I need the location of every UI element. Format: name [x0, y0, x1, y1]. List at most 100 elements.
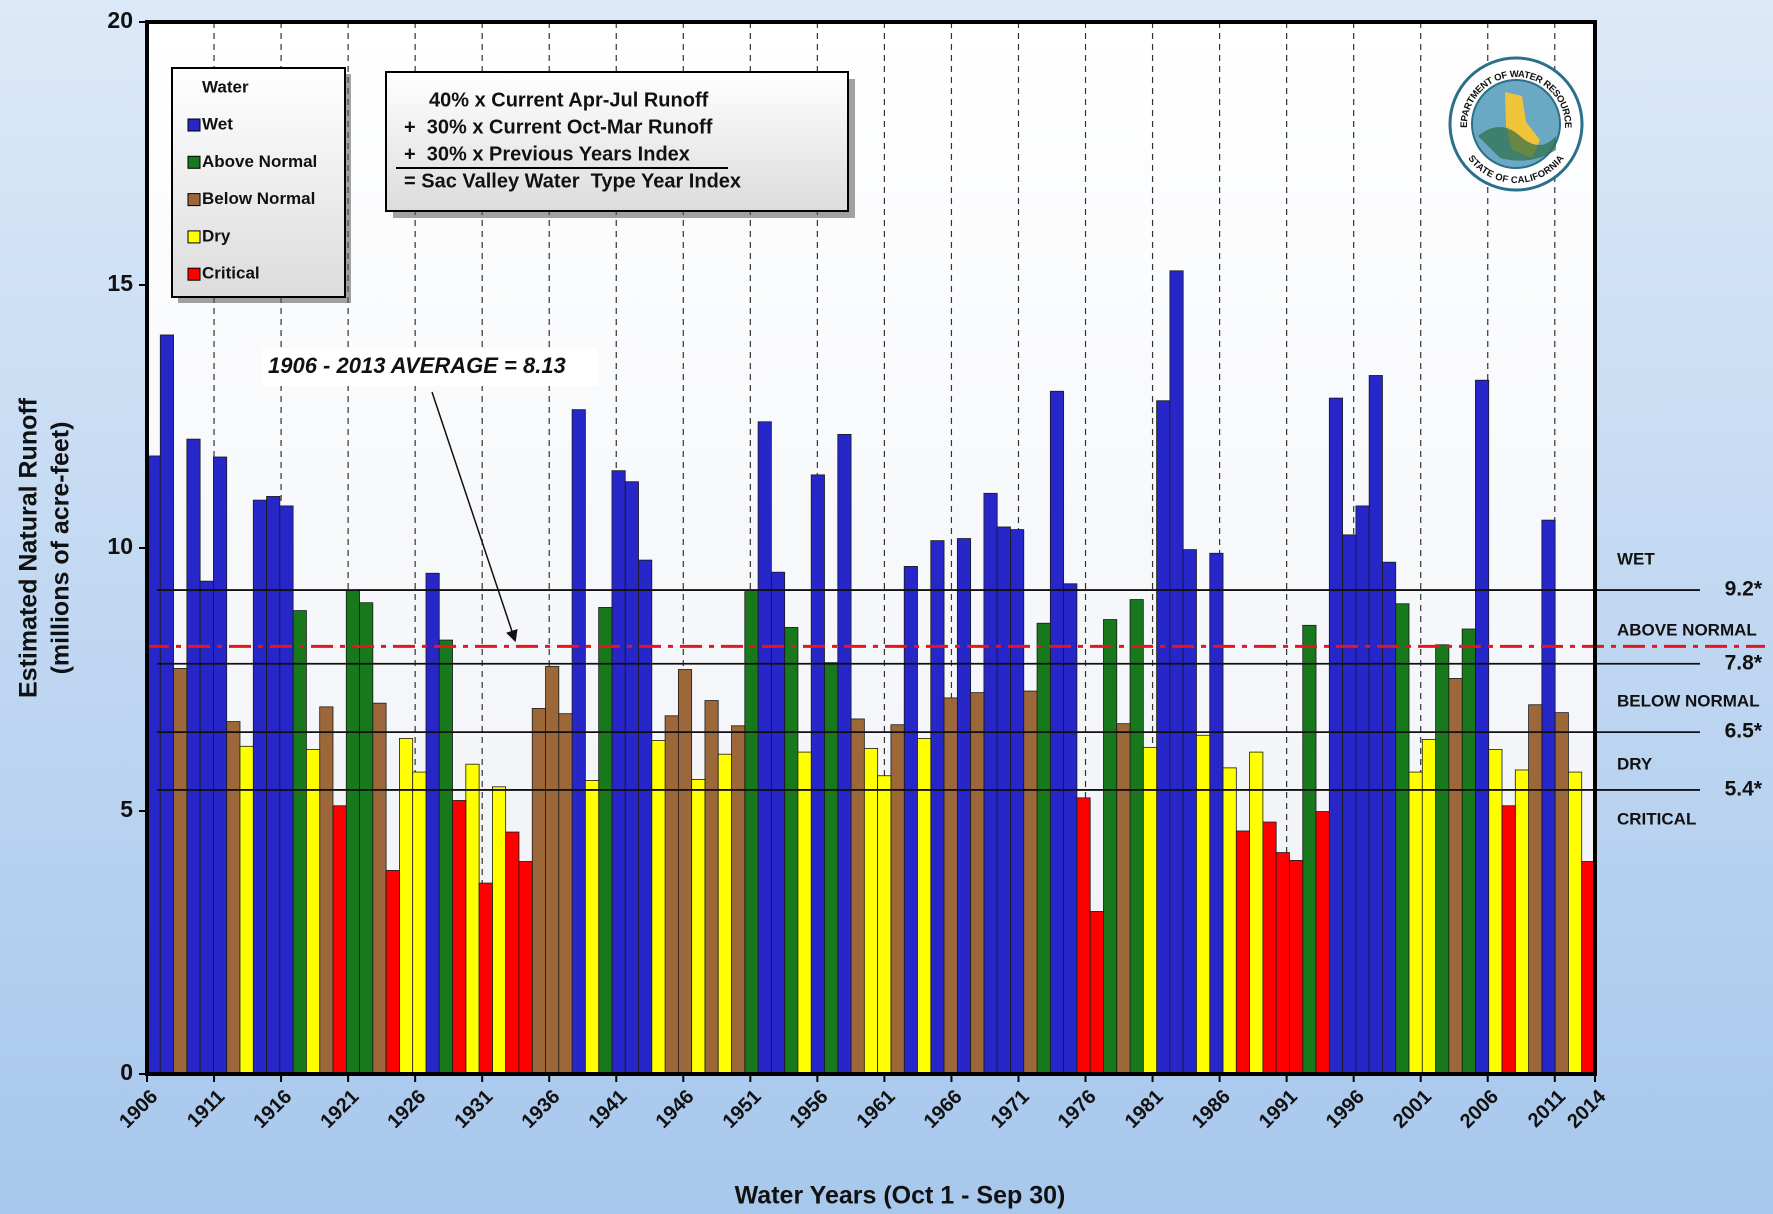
- bar: [1435, 644, 1450, 1075]
- y-tick-label: 0: [120, 1059, 133, 1085]
- bar: [890, 724, 905, 1075]
- legend-swatch: [187, 230, 201, 244]
- legend-swatch: [187, 267, 201, 281]
- bar: [399, 738, 414, 1075]
- bar: [1235, 830, 1251, 1075]
- logo-field: [1478, 127, 1556, 161]
- threshold-label: 6.5*: [1725, 720, 1763, 743]
- bar: [1461, 628, 1476, 1075]
- threshold-label: 5.4*: [1725, 778, 1763, 801]
- zone-label: DRY: [1617, 755, 1653, 774]
- bar: [1408, 771, 1423, 1075]
- legend-label: Above Normal: [202, 152, 317, 171]
- threshold-label: 7.8*: [1725, 651, 1763, 674]
- bar: [1368, 375, 1383, 1075]
- zone-label: ABOVE NORMAL: [1617, 620, 1757, 639]
- bar: [810, 474, 825, 1075]
- legend-swatch: [187, 118, 201, 132]
- bar: [1076, 797, 1091, 1075]
- zone-label: BELOW NORMAL: [1617, 691, 1760, 710]
- y-tick-label: 5: [120, 796, 133, 822]
- bar: [598, 607, 613, 1075]
- bar: [1023, 690, 1038, 1075]
- bar: [531, 708, 546, 1075]
- bar: [359, 602, 374, 1075]
- formula-line: = Sac Valley Water Type Year Index: [404, 170, 741, 192]
- bar: [1501, 805, 1516, 1075]
- bar: [1116, 723, 1131, 1075]
- bar: [1142, 746, 1158, 1075]
- bar: [624, 481, 639, 1075]
- bar: [425, 572, 440, 1075]
- bar: [717, 753, 732, 1075]
- bar: [704, 700, 719, 1075]
- bar: [252, 499, 267, 1075]
- bar: [1222, 767, 1237, 1075]
- legend-title: Water: [202, 77, 249, 96]
- bar: [1156, 400, 1171, 1075]
- bar: [159, 334, 174, 1075]
- bar: [824, 662, 839, 1075]
- bar: [850, 718, 865, 1075]
- bar: [385, 870, 400, 1075]
- y-tick-label: 15: [107, 270, 133, 296]
- bar: [545, 665, 560, 1075]
- bar: [1342, 534, 1357, 1075]
- bar: [332, 805, 347, 1075]
- bar: [319, 706, 334, 1075]
- bar: [664, 715, 679, 1075]
- bar: [691, 779, 706, 1075]
- legend-label: Below Normal: [202, 189, 315, 208]
- bar: [372, 702, 387, 1075]
- bar: [1541, 519, 1556, 1075]
- legend-swatch: [187, 155, 201, 169]
- bar: [1315, 811, 1330, 1075]
- bar: [1089, 911, 1104, 1075]
- bar: [292, 610, 307, 1075]
- formula-line: + 30% x Previous Years Index: [404, 143, 690, 165]
- bar: [1554, 712, 1569, 1075]
- bar: [1302, 624, 1317, 1075]
- bar: [1488, 749, 1503, 1075]
- bar: [412, 771, 427, 1075]
- bar: [1528, 704, 1543, 1075]
- bar: [199, 580, 214, 1075]
- bar: [478, 882, 493, 1075]
- legend-swatch: [187, 193, 201, 207]
- bar: [571, 409, 586, 1075]
- bar: [996, 526, 1011, 1075]
- bar: [505, 831, 520, 1075]
- bar: [956, 538, 972, 1075]
- zone-label: WET: [1617, 550, 1655, 569]
- legend: [171, 67, 346, 298]
- bar: [1103, 619, 1118, 1075]
- bar: [186, 438, 201, 1075]
- plot-border: [145, 20, 1597, 1076]
- legend-label: Critical: [202, 264, 260, 283]
- bar: [1182, 549, 1197, 1075]
- bar: [757, 421, 772, 1075]
- bar: [213, 456, 228, 1075]
- bar: [1249, 751, 1264, 1075]
- bar: [1010, 529, 1025, 1075]
- y-tick-label: 20: [107, 7, 133, 33]
- bar: [917, 738, 932, 1075]
- bar: [1063, 583, 1078, 1075]
- legend-label: Wet: [202, 114, 233, 133]
- bar: [558, 713, 573, 1075]
- average-label-bg: [262, 348, 598, 386]
- bar: [438, 639, 453, 1075]
- reference-layer: 9.2* 7.8* 6.5* 5.4* WET ABOVE NORMAL BELOW NOR…: [147, 348, 1765, 828]
- bar: [226, 721, 241, 1075]
- bar: [518, 861, 533, 1075]
- formula-line: + 30% x Current Oct-Mar Runoff: [404, 116, 713, 138]
- bar: [638, 559, 653, 1075]
- bar: [1568, 771, 1583, 1075]
- bar: [491, 786, 507, 1075]
- x-axis-title: Water Years (Oct 1 - Sep 30): [735, 1182, 1066, 1210]
- formula-box: [385, 71, 849, 212]
- bar: [877, 775, 892, 1075]
- bar: [266, 496, 281, 1075]
